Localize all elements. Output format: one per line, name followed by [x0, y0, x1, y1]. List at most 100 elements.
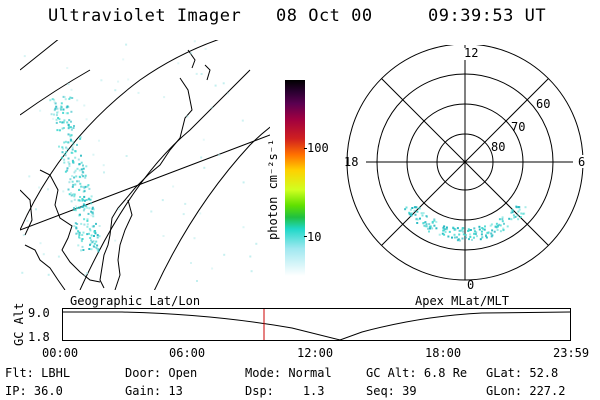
- coastline: [99, 77, 193, 289]
- emission-pixel: [47, 188, 49, 191]
- emission-pixel: [77, 244, 80, 247]
- emission-pixel: [62, 111, 65, 114]
- emission-pixel: [510, 218, 513, 221]
- emission-pixel: [69, 135, 72, 138]
- emission-pixel: [79, 137, 82, 140]
- emission-pixel: [421, 214, 424, 217]
- lat-circle: [154, 126, 270, 290]
- emission-pixel: [73, 195, 76, 198]
- emission-pixel: [53, 109, 56, 112]
- emission-pixel: [72, 127, 75, 129]
- emission-pixel: [431, 220, 434, 223]
- emission-pixel: [163, 96, 166, 99]
- emission-pixel: [452, 226, 455, 229]
- emission-pixel: [411, 207, 414, 209]
- emission-pixel: [518, 208, 521, 211]
- emission-pixel: [67, 123, 70, 126]
- emission-pixel: [66, 67, 69, 69]
- emission-pixel: [496, 229, 499, 231]
- emission-pixel: [66, 112, 69, 115]
- emission-pixel: [471, 238, 473, 241]
- emission-pixel: [510, 211, 513, 214]
- emission-pixel: [214, 84, 217, 87]
- emission-pixel: [70, 134, 73, 137]
- emission-pixel: [73, 225, 76, 228]
- lon-line: [20, 134, 270, 231]
- emission-pixel: [84, 174, 87, 177]
- emission-pixel: [425, 223, 428, 226]
- emission-pixel: [501, 216, 504, 219]
- emission-pixel: [68, 162, 71, 165]
- emission-pixel: [71, 159, 74, 162]
- emission-pixel: [67, 141, 70, 144]
- emission-pixel: [78, 234, 81, 236]
- emission-pixel: [468, 238, 470, 241]
- emission-pixel: [118, 208, 121, 211]
- emission-pixel: [72, 140, 75, 143]
- map-caption: Geographic Lat/Lon: [70, 294, 201, 308]
- emission-pixel: [86, 233, 89, 236]
- emission-pixel: [96, 248, 99, 251]
- emission-pixel: [63, 158, 66, 161]
- emission-pixel: [60, 156, 63, 159]
- emission-pixel: [67, 133, 70, 136]
- emission-pixel: [60, 102, 63, 105]
- emission-pixel: [63, 127, 65, 129]
- emission-pixel: [55, 105, 58, 108]
- emission-pixel: [517, 210, 520, 213]
- coastline: [204, 64, 211, 81]
- lat-circle: [20, 40, 219, 231]
- colorbar-tick-10: 10: [307, 230, 322, 244]
- emission-pixel: [65, 151, 68, 154]
- emission-pixel: [97, 250, 100, 253]
- emission-pixel: [448, 230, 451, 233]
- colorbar-tickmark: [304, 236, 307, 237]
- emission-pixel: [512, 214, 515, 217]
- emission-pixel: [458, 229, 461, 232]
- emission-pixel: [511, 209, 514, 212]
- emission-pixel: [416, 222, 419, 224]
- emission-pixel: [493, 230, 496, 233]
- emission-pixel: [453, 236, 456, 239]
- emission-pixel: [455, 236, 458, 239]
- emission-pixel: [503, 222, 505, 225]
- emission-pixel: [483, 228, 486, 231]
- emission-pixel: [478, 228, 481, 231]
- emission-pixel: [469, 235, 472, 238]
- emission-pixel: [472, 236, 475, 239]
- emission-pixel: [42, 253, 45, 256]
- xtick-0600: 06:00: [169, 346, 206, 360]
- emission-pixel: [73, 193, 76, 196]
- emission-pixel: [21, 271, 24, 274]
- emission-pixel: [50, 113, 53, 116]
- emission-pixel: [74, 222, 77, 225]
- emission-pixel: [56, 129, 59, 132]
- emission-pixel: [78, 175, 81, 178]
- app-title: Ultraviolet Imager: [48, 6, 242, 26]
- emission-pixel: [522, 212, 525, 215]
- emission-pixel: [39, 242, 42, 245]
- emission-pixel: [508, 217, 511, 220]
- emission-pixel: [76, 167, 79, 170]
- info-seq: Seq: 39: [366, 384, 417, 398]
- emission-pixel: [255, 242, 258, 245]
- emission-pixel: [467, 228, 470, 231]
- emission-pixel: [211, 267, 214, 270]
- emission-pixel: [65, 112, 68, 115]
- emission-pixel: [481, 236, 484, 239]
- emission-pixel: [67, 148, 70, 151]
- emission-pixel: [514, 215, 517, 218]
- emission-pixel: [461, 237, 464, 240]
- emission-pixel: [150, 210, 153, 213]
- emission-pixel: [93, 235, 95, 237]
- emission-pixel: [57, 110, 60, 113]
- emission-pixel: [38, 186, 41, 189]
- emission-pixel: [70, 194, 73, 197]
- emission-pixel: [28, 175, 31, 178]
- emission-pixel: [453, 233, 456, 236]
- emission-pixel: [411, 212, 413, 215]
- emission-pixel: [495, 226, 498, 229]
- emission-pixel: [491, 234, 494, 237]
- emission-pixel: [58, 118, 61, 121]
- info-gain: Gain: 13: [125, 384, 183, 398]
